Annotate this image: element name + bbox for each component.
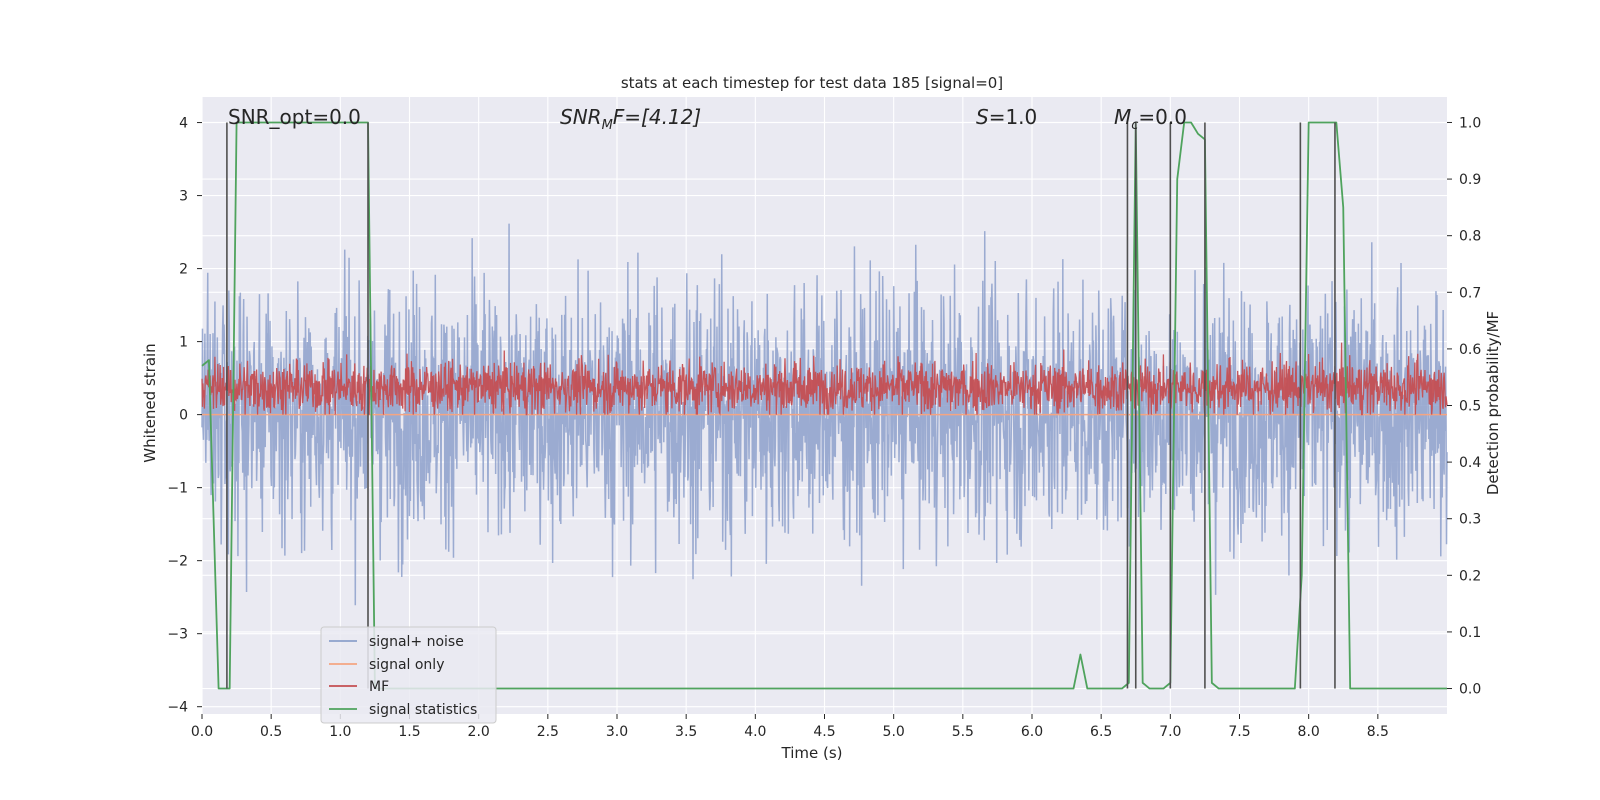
annotation-snr-opt: SNR_opt=0.0 (228, 105, 361, 129)
y-tick-label: 0 (179, 408, 188, 424)
annotation-mc-sub: c (1131, 118, 1138, 133)
y2-tick-label: 0.9 (1459, 172, 1481, 188)
x-tick-label: 8.5 (1367, 724, 1389, 740)
legend-label-signal-only: signal only (369, 657, 444, 673)
y-tick-label: −1 (167, 481, 188, 497)
annotation-snr-mf-rest: F=[4.12] (613, 105, 701, 129)
x-tick-label: 4.5 (813, 724, 835, 740)
legend-label-signal-statistics: signal statistics (369, 702, 477, 718)
series-layer (201, 121, 1448, 690)
annotation-mc: Mc=0.0 (1114, 105, 1187, 133)
x-tick-label: 6.0 (1021, 724, 1043, 740)
x-tick-label: 7.5 (1228, 724, 1250, 740)
y-tick-label: −3 (167, 627, 188, 643)
y-tick-label: 1 (179, 335, 188, 351)
y-tick-label: 4 (179, 116, 188, 132)
y2-tick-label: 0.4 (1459, 455, 1481, 471)
x-tick-label: 3.5 (675, 724, 697, 740)
x-tick-label: 1.5 (398, 724, 420, 740)
y2-tick-label: 0.8 (1459, 229, 1481, 245)
x-tick-label: 5.5 (952, 724, 974, 740)
x-tick-label: 4.0 (744, 724, 766, 740)
x-tick-label: 6.5 (1090, 724, 1112, 740)
annotation-snr-opt-text: SNR_opt=0.0 (228, 105, 361, 129)
y-tick-label: −4 (167, 700, 188, 716)
x-tick-label: 5.0 (883, 724, 905, 740)
series-signal-statistics (201, 121, 1447, 690)
series-signal-noise (201, 223, 1448, 606)
annotation-mc-main: M (1114, 105, 1131, 129)
chart-title: stats at each timestep for test data 185… (621, 74, 1003, 92)
annotation-s-rest: =1.0 (989, 105, 1038, 129)
vertical-markers (226, 122, 1336, 689)
x-tick-label: 1.0 (329, 724, 351, 740)
x-tick-label: 2.0 (468, 724, 490, 740)
y-tick-label: −2 (167, 554, 188, 570)
legend-box (320, 626, 497, 724)
y2-tick-label: 1.0 (1459, 115, 1481, 131)
x-tick-label: 3.0 (606, 724, 628, 740)
y2-tick-label: 0.5 (1459, 399, 1481, 415)
legend: signal+ noise signal only MF signal stat… (320, 626, 497, 724)
x-axis-label: Time (s) (781, 744, 843, 762)
annotation-s-main: S (976, 105, 989, 129)
annotation-mc-rest: =0.0 (1138, 105, 1187, 129)
y2-tick-label: 0.6 (1459, 342, 1481, 358)
x-tick-label: 7.0 (1159, 724, 1181, 740)
legend-label-signal-noise: signal+ noise (369, 634, 464, 650)
annotation-snr-mf: SNRMF=[4.12] (560, 105, 701, 133)
y2-tick-label: 0.7 (1459, 285, 1481, 301)
y2-tick-label: 0.0 (1459, 682, 1481, 698)
axes: 0.0 0.5 1.0 1.5 2.0 2.5 3.0 3.5 4.0 4.5 5.0 5.5 6.0 6… (167, 115, 1481, 740)
annotation-snr-mf-sub: M (602, 118, 613, 133)
y2-tick-label: 0.2 (1459, 568, 1481, 584)
x-tick-label: 0.0 (191, 724, 213, 740)
series-mf (201, 342, 1448, 416)
y2-tick-label: 0.1 (1459, 625, 1481, 641)
y-tick-label: 2 (179, 262, 188, 278)
legend-label-mf: MF (369, 679, 389, 695)
x-tick-label: 0.5 (260, 724, 282, 740)
annotation-s: S=1.0 (976, 105, 1037, 129)
y-tick-label: 3 (179, 189, 188, 205)
y-axis-label: Whitened strain (141, 343, 159, 462)
x-tick-label: 2.5 (537, 724, 559, 740)
y2-tick-label: 0.3 (1459, 512, 1481, 528)
x-tick-label: 8.0 (1298, 724, 1320, 740)
annotation-snr-mf-main: SNR (560, 105, 602, 129)
y2-axis-label: Detection probability/MF (1484, 311, 1502, 495)
